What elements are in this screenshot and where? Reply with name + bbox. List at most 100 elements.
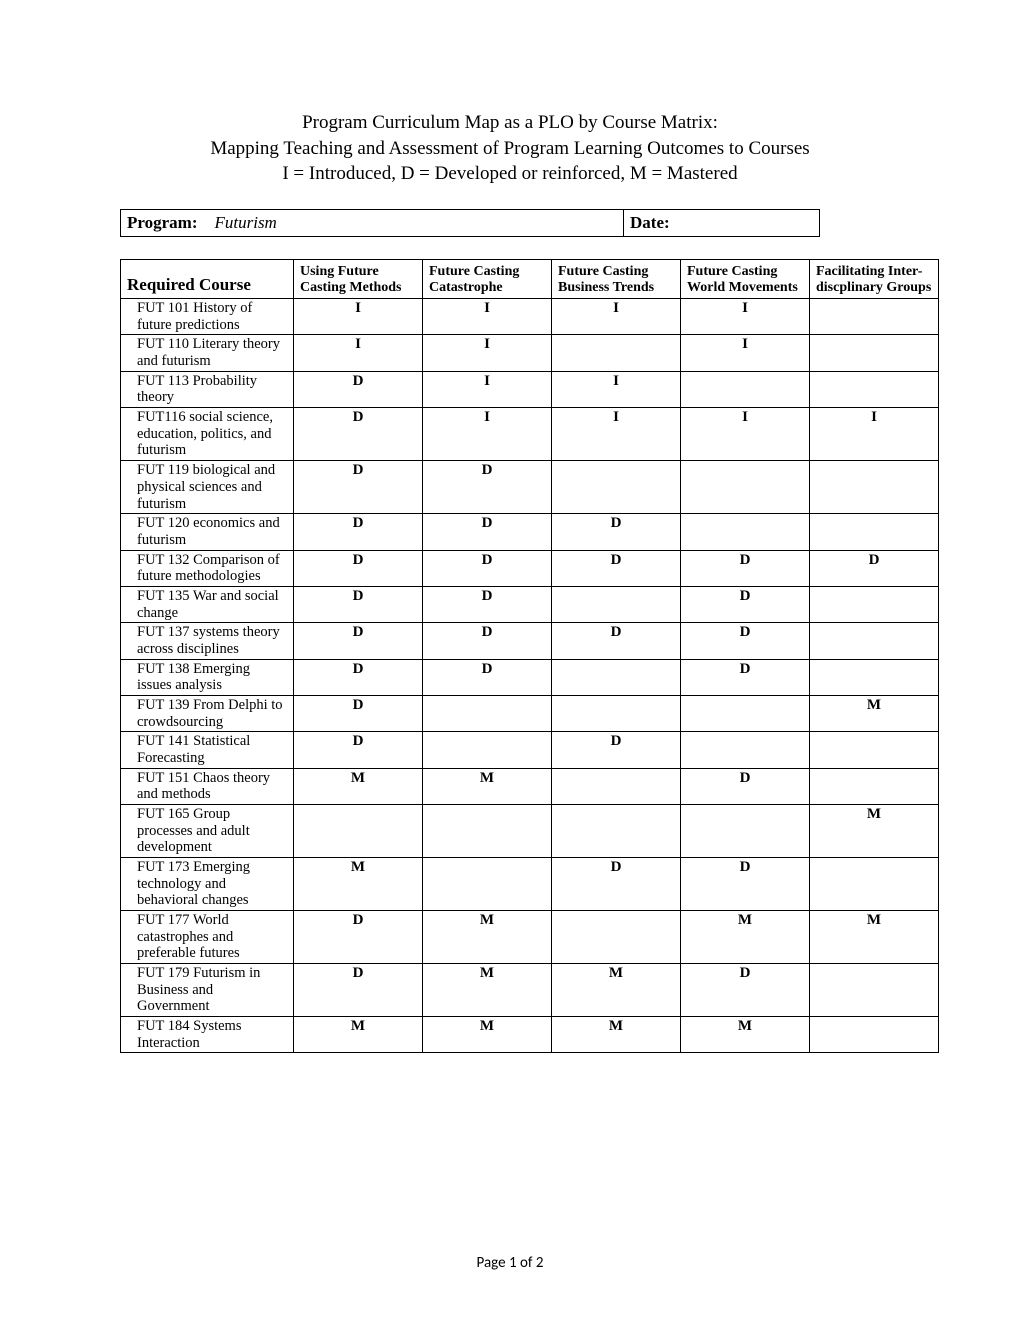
matrix-value-cell: M (681, 910, 810, 963)
matrix-value-cell: D (294, 461, 423, 514)
matrix-value-cell: D (423, 659, 552, 695)
matrix-value-cell: D (294, 963, 423, 1016)
course-cell: FUT 137 systems theory across discipline… (121, 623, 294, 659)
matrix-value-cell: M (810, 804, 939, 857)
matrix-value-cell (681, 514, 810, 550)
program-label: Program: (127, 213, 198, 232)
course-cell: FUT 120 economics and futurism (121, 514, 294, 550)
matrix-value-cell: D (294, 695, 423, 731)
table-row: FUT116 social science, education, politi… (121, 408, 939, 461)
matrix-value-cell (681, 804, 810, 857)
matrix-value-cell (810, 768, 939, 804)
matrix-value-cell: D (681, 586, 810, 622)
matrix-value-cell (810, 732, 939, 768)
matrix-value-cell (681, 695, 810, 731)
table-row: FUT 113 Probability theoryDII (121, 371, 939, 407)
matrix-value-cell (810, 963, 939, 1016)
course-cell: FUT 173 Emerging technology and behavior… (121, 857, 294, 910)
matrix-value-cell: I (552, 408, 681, 461)
table-row: FUT 151 Chaos theory and methodsMMD (121, 768, 939, 804)
matrix-value-cell: D (294, 623, 423, 659)
matrix-value-cell (810, 586, 939, 622)
matrix-value-cell (810, 335, 939, 371)
matrix-value-cell: D (423, 586, 552, 622)
matrix-value-cell: D (423, 514, 552, 550)
matrix-value-cell (552, 659, 681, 695)
matrix-value-cell: D (681, 659, 810, 695)
matrix-value-cell (810, 623, 939, 659)
matrix-value-cell: D (552, 732, 681, 768)
table-row: FUT 119 biological and physical sciences… (121, 461, 939, 514)
matrix-value-cell (423, 695, 552, 731)
matrix-value-cell (810, 659, 939, 695)
col-header-course: Required Course (121, 259, 294, 298)
table-row: FUT 110 Literary theory and futurismIII (121, 335, 939, 371)
matrix-value-cell (681, 732, 810, 768)
matrix-value-cell: D (294, 550, 423, 586)
matrix-value-cell (552, 910, 681, 963)
course-cell: FUT 151 Chaos theory and methods (121, 768, 294, 804)
page-footer: Page 1 of 2 (0, 1254, 1020, 1272)
matrix-value-cell (681, 461, 810, 514)
matrix-value-cell (552, 586, 681, 622)
course-cell: FUT 132 Comparison of future methodologi… (121, 550, 294, 586)
matrix-value-cell: I (681, 335, 810, 371)
matrix-value-cell (810, 514, 939, 550)
table-row: FUT 177 World catastrophes and preferabl… (121, 910, 939, 963)
date-label: Date: (630, 213, 670, 232)
matrix-value-cell: M (552, 1016, 681, 1052)
matrix-value-cell: I (423, 371, 552, 407)
matrix-value-cell: M (423, 768, 552, 804)
course-cell: FUT 177 World catastrophes and preferabl… (121, 910, 294, 963)
matrix-value-cell: M (552, 963, 681, 1016)
col-header-plo-2: Future Casting Business Trends (552, 259, 681, 298)
matrix-value-cell (810, 857, 939, 910)
course-cell: FUT 138 Emerging issues analysis (121, 659, 294, 695)
course-cell: FUT 101 History of future predictions (121, 299, 294, 335)
title-line-2: Mapping Teaching and Assessment of Progr… (120, 136, 900, 162)
matrix-value-cell: I (423, 408, 552, 461)
table-row: FUT 137 systems theory across discipline… (121, 623, 939, 659)
matrix-value-cell: D (552, 550, 681, 586)
matrix-value-cell: D (294, 910, 423, 963)
program-value: Futurism (215, 213, 277, 232)
matrix-value-cell: M (294, 1016, 423, 1052)
matrix-value-cell: I (552, 371, 681, 407)
matrix-header: Required Course Using Future Casting Met… (121, 259, 939, 298)
table-row: FUT 184 Systems InteractionMMMM (121, 1016, 939, 1052)
matrix-value-cell: D (552, 623, 681, 659)
matrix-value-cell: D (294, 408, 423, 461)
matrix-value-cell (552, 768, 681, 804)
matrix-body: FUT 101 History of future predictionsIII… (121, 299, 939, 1053)
matrix-value-cell (423, 804, 552, 857)
matrix-value-cell (552, 695, 681, 731)
matrix-value-cell: D (681, 963, 810, 1016)
program-cell: Program: Futurism (121, 209, 624, 236)
title-line-1: Program Curriculum Map as a PLO by Cours… (120, 110, 900, 136)
matrix-value-cell: I (552, 299, 681, 335)
course-cell: FUT 110 Literary theory and futurism (121, 335, 294, 371)
matrix-value-cell (552, 804, 681, 857)
matrix-value-cell: M (294, 768, 423, 804)
table-row: FUT 141 Statistical ForecastingDD (121, 732, 939, 768)
matrix-value-cell: I (294, 335, 423, 371)
matrix-value-cell: D (423, 623, 552, 659)
matrix-value-cell: I (423, 335, 552, 371)
matrix-value-cell: M (681, 1016, 810, 1052)
matrix-value-cell: M (423, 963, 552, 1016)
table-row: FUT 173 Emerging technology and behavior… (121, 857, 939, 910)
course-cell: FUT116 social science, education, politi… (121, 408, 294, 461)
table-row: FUT 135 War and social changeDDD (121, 586, 939, 622)
course-cell: FUT 165 Group processes and adult develo… (121, 804, 294, 857)
title-block: Program Curriculum Map as a PLO by Cours… (120, 110, 900, 187)
matrix-value-cell (552, 461, 681, 514)
matrix-value-cell: D (552, 857, 681, 910)
date-cell: Date: (624, 209, 820, 236)
matrix-value-cell: I (423, 299, 552, 335)
matrix-value-cell: D (294, 586, 423, 622)
title-line-3: I = Introduced, D = Developed or reinfor… (120, 161, 900, 187)
matrix-value-cell (810, 461, 939, 514)
matrix-value-cell (423, 857, 552, 910)
matrix-value-cell (552, 335, 681, 371)
matrix-value-cell: M (294, 857, 423, 910)
